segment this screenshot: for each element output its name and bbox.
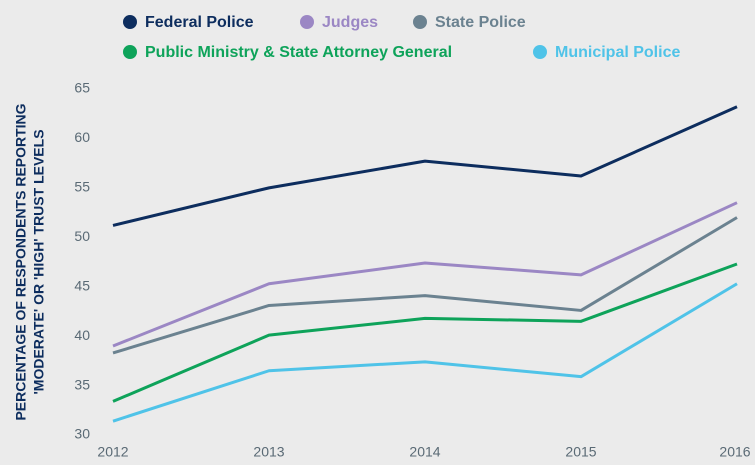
legend-label: State Police [435,14,526,31]
legend-label: Municipal Police [555,44,680,61]
y-tick-label: 30 [74,426,90,442]
y-tick-label: 55 [74,179,90,195]
line [112,282,738,423]
legend-marker [300,15,314,29]
line [112,201,738,348]
y-axis-label: PERCENTAGE OF RESPONDENTS REPORTING [13,103,29,420]
x-tick-label: 2015 [565,444,596,460]
legend-marker [533,45,547,59]
y-tick-label: 50 [74,228,90,244]
legend-label: Public Ministry & State Attorney General [145,44,452,61]
y-tick-label: 65 [74,80,90,96]
y-tick-label: 45 [74,277,90,293]
x-tick-label: 2013 [253,444,284,460]
y-tick-label: 35 [74,376,90,392]
line [112,105,738,227]
legend-marker [413,15,427,29]
legend-marker [123,45,137,59]
legend-marker [123,15,137,29]
x-tick-label: 2014 [409,444,440,460]
legend-label: Judges [322,14,378,31]
x-tick-label: 2016 [719,444,750,460]
line [112,262,738,403]
y-axis-label: 'MODERATE' OR 'HIGH' TRUST LEVELS [31,129,47,394]
legend-label: Federal Police [145,14,254,31]
y-tick-label: 60 [74,129,90,145]
y-tick-label: 40 [74,327,90,343]
line [112,216,738,355]
x-tick-label: 2012 [97,444,128,460]
